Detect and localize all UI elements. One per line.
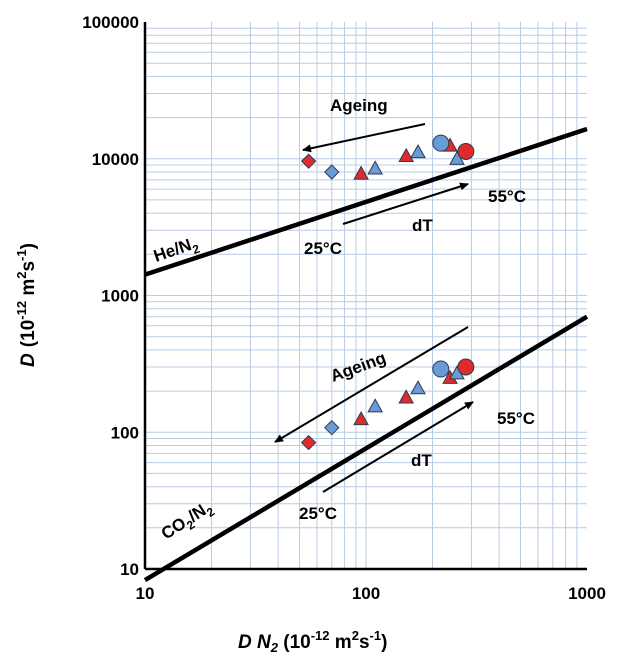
co2-red-triangle-point — [398, 389, 415, 404]
co2-red-circle-point — [457, 358, 475, 376]
x-axis-title: D N2 (10-12 m2s-1) — [238, 628, 387, 654]
co2-dt-label: dT — [411, 451, 432, 470]
he-ageing-label: Ageing — [330, 96, 388, 115]
co2-red-triangle-point — [353, 410, 369, 426]
he-55c-label: 55°C — [488, 187, 526, 206]
he-red-circle-point — [457, 142, 475, 160]
co2-blue-diamond-point — [324, 419, 340, 436]
y-tick-label: 1000 — [101, 287, 139, 306]
co2-dt-arrow — [322, 401, 474, 493]
he-red-triangle-point — [353, 165, 369, 180]
y-tick-label: 10000 — [92, 150, 139, 169]
y-axis-title: D(10-12 m2s-1) — [14, 243, 39, 367]
trend-lines — [143, 126, 589, 582]
he-red-diamond-point — [300, 153, 317, 169]
co2-25c-label: 25°C — [299, 504, 337, 523]
trend-line — [143, 314, 589, 582]
he-dt-label: dT — [412, 216, 433, 235]
co2-55c-label: 55°C — [497, 409, 535, 428]
data-points — [300, 134, 475, 451]
co2-blue-triangle-point — [367, 398, 383, 413]
co2-blue-circle-point — [432, 360, 450, 378]
co2-blue-triangle-point — [410, 380, 426, 395]
co2-red-diamond-point — [300, 434, 317, 451]
he-blue-triangle-point — [410, 143, 426, 159]
he-blue-diamond-point — [324, 164, 340, 180]
he-25c-label: 25°C — [304, 239, 342, 258]
he-red-triangle-point — [398, 147, 415, 162]
he-ageing-arrow — [302, 123, 426, 153]
trend-line — [144, 126, 588, 277]
he-blue-circle-point — [432, 134, 450, 152]
y-tick-label: 100 — [111, 423, 139, 442]
x-tick-label: 1000 — [568, 584, 606, 603]
he-dt-arrow — [342, 182, 469, 225]
y-tick-label: 10 — [120, 560, 139, 579]
x-tick-label: 100 — [352, 584, 380, 603]
annotation-arrows — [274, 123, 474, 493]
plot-frame — [143, 22, 587, 571]
he-blue-triangle-point — [367, 160, 383, 175]
tick-labels: 10 100 1000 10 100 1000 10000 100000 — [82, 13, 606, 603]
co2-ageing-arrow — [274, 326, 469, 443]
x-tick-label: 10 — [136, 584, 155, 603]
y-tick-label: 100000 — [82, 13, 139, 32]
grid — [145, 22, 587, 569]
